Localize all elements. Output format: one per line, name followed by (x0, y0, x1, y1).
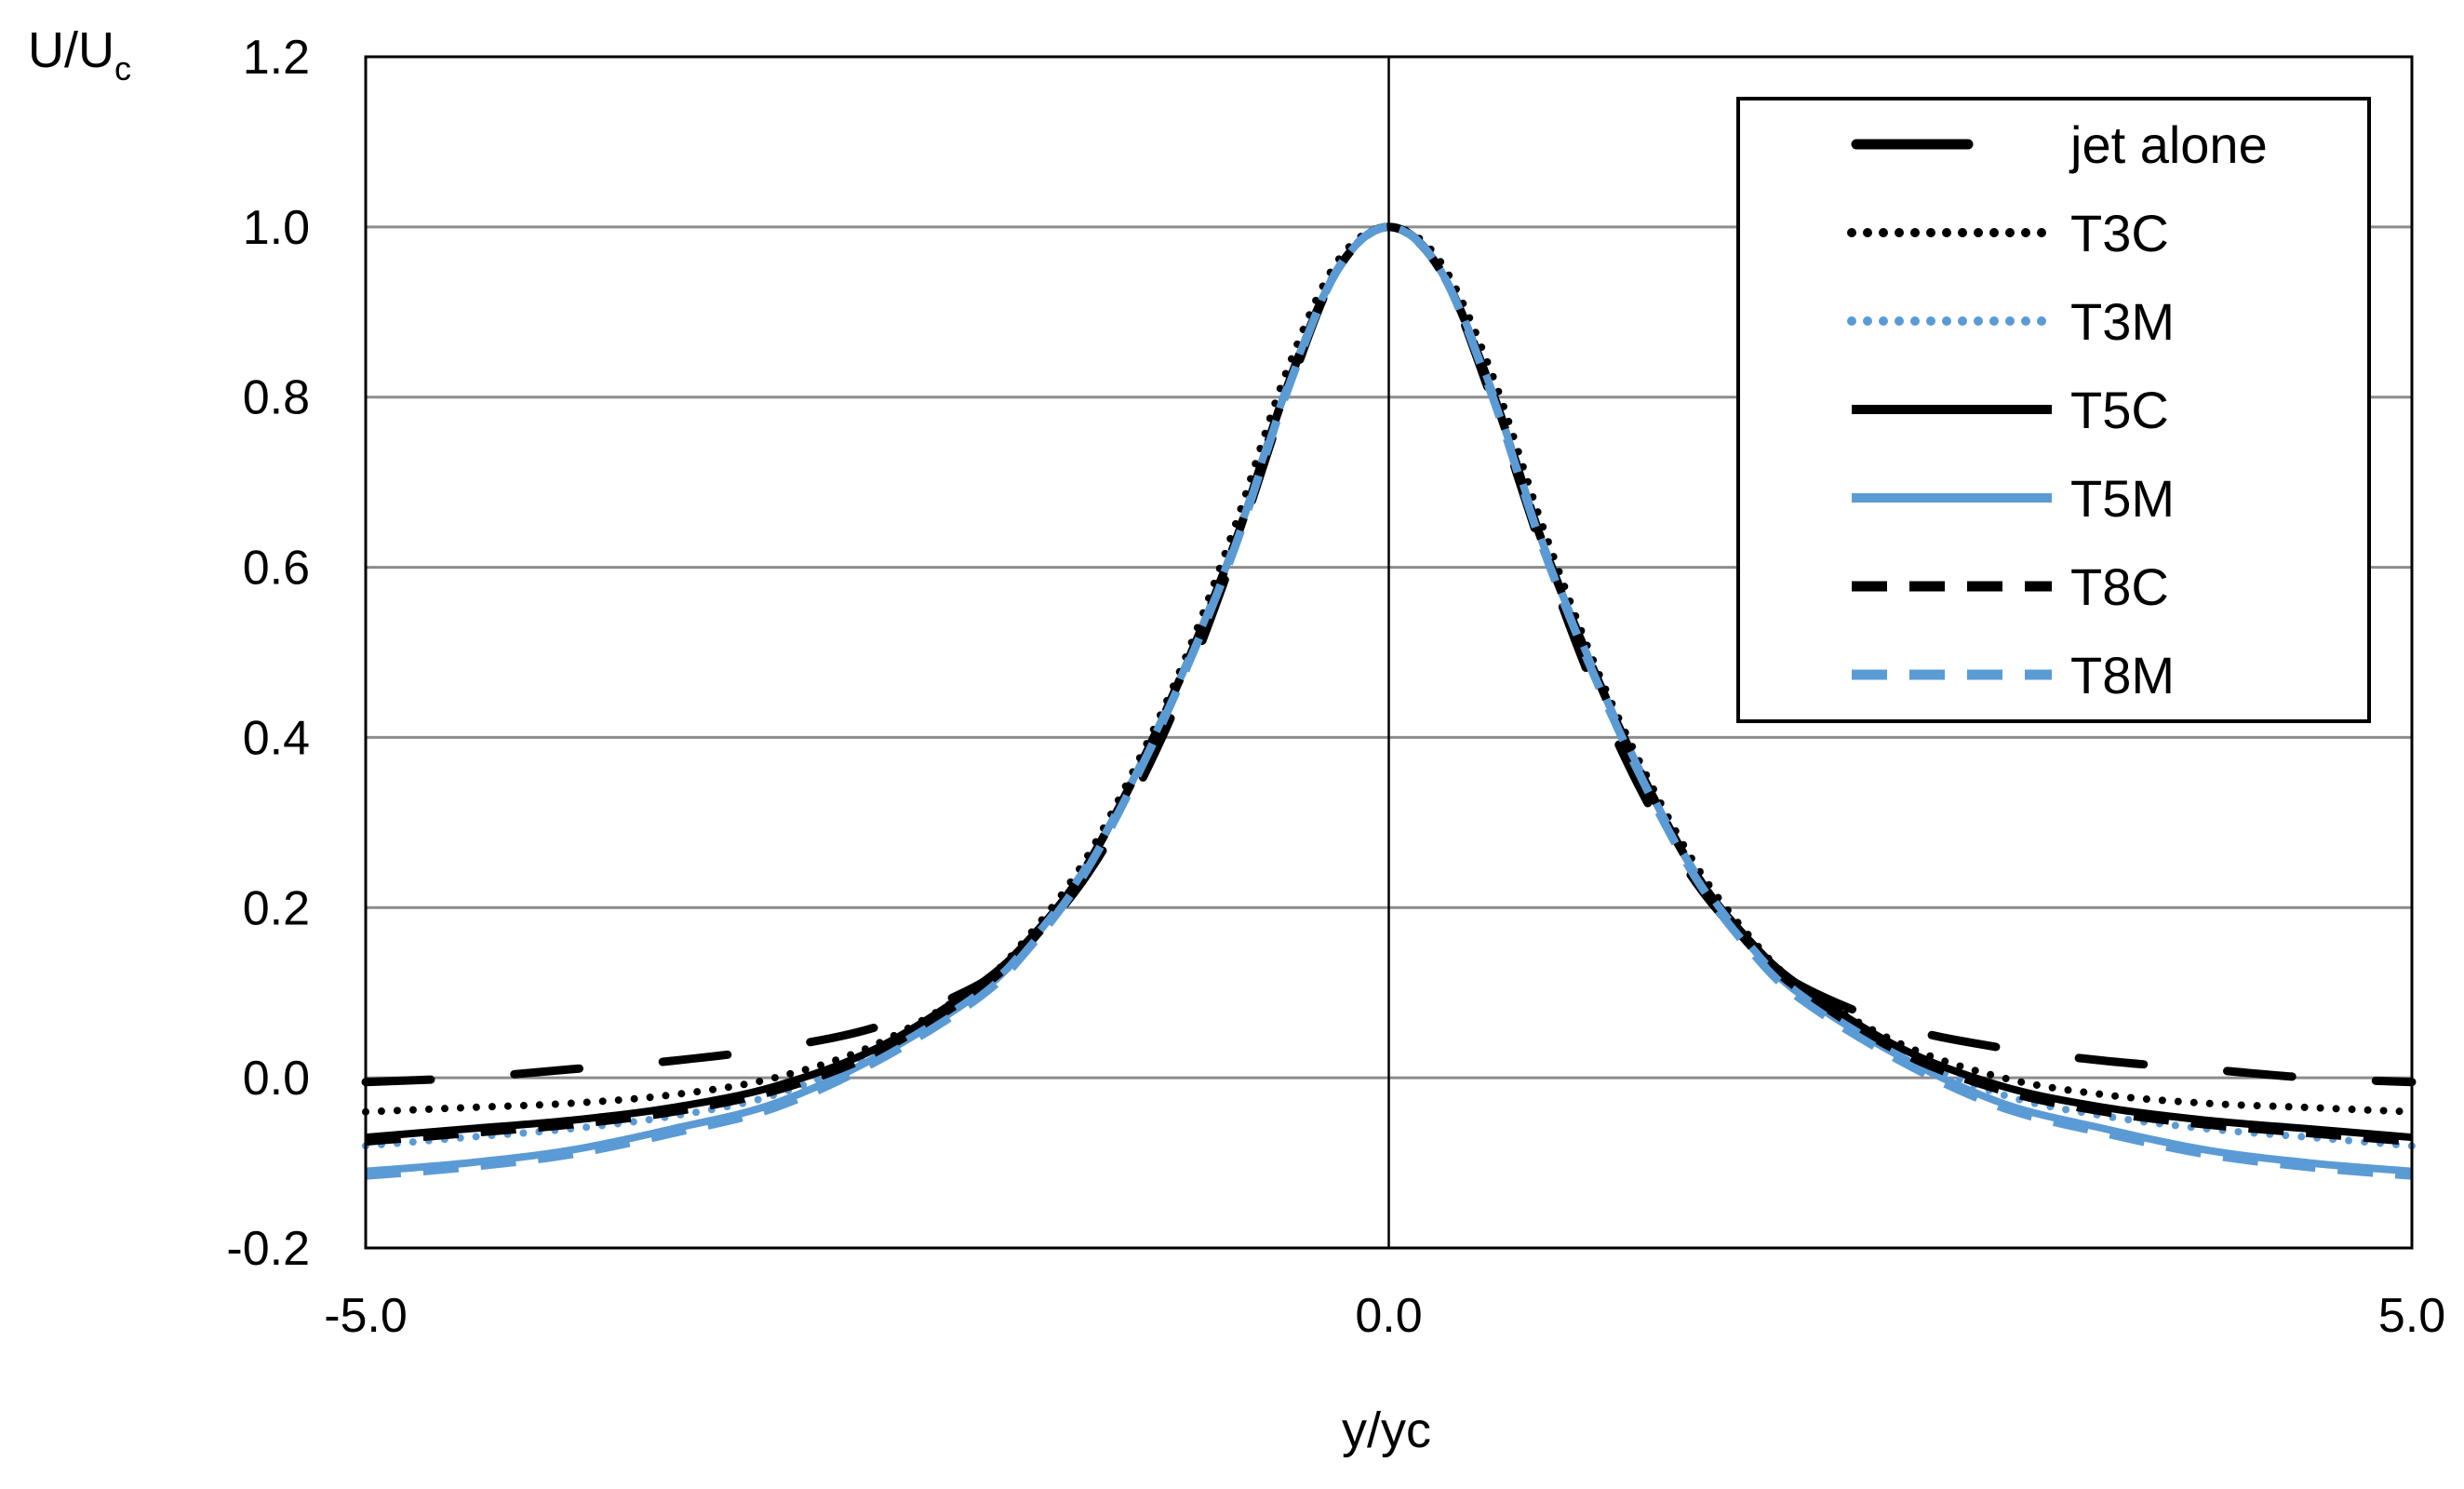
legend-item: T5C (1852, 381, 2169, 439)
y-tick-label: 0.6 (243, 542, 310, 596)
x-axis-label: y/yc (1342, 1402, 1431, 1458)
y-tick-label: 0.2 (243, 881, 310, 935)
legend-label: T8C (2070, 557, 2169, 616)
y-axis-label-sub: c (114, 49, 131, 87)
legend-label: jet alone (2069, 115, 2268, 174)
legend-item: T5M (1852, 469, 2175, 528)
x-tick-label: 0.0 (1355, 1289, 1422, 1343)
x-tick-label: 5.0 (2378, 1289, 2445, 1343)
legend-label: T3M (2070, 292, 2175, 351)
y-tick-labels: -0.2 0.0 0.2 0.4 0.6 0.8 1.0 1.2 (226, 31, 310, 1276)
y-axis-label: U/Uc (28, 22, 131, 87)
plot-area-border (364, 55, 2414, 1250)
series-line-t8c (365, 222, 2413, 1147)
y-tick-label: 0.8 (243, 371, 310, 425)
x-tick-label: -5.0 (324, 1289, 408, 1343)
x-tick-labels: -5.0 0.0 5.0 (324, 1289, 2445, 1343)
legend-item: T8C (1852, 557, 2169, 616)
legend-item: T3C (1847, 204, 2169, 262)
series-lines (361, 222, 2417, 1180)
y-tick-label: -0.2 (226, 1222, 310, 1276)
series-line-t8m (365, 222, 2413, 1180)
legend-label: T8M (2070, 646, 2175, 704)
legend-label: T5C (2070, 381, 2169, 439)
legend-item: jet alone (1851, 115, 2268, 174)
legend-label: T5M (2070, 469, 2175, 528)
legend: jet alone T3C T3M T5C T5M T8C T8M (1736, 97, 2371, 723)
y-tick-label: 0.4 (243, 711, 310, 765)
legend-item: T3M (1847, 292, 2175, 351)
y-tick-label: 1.2 (243, 31, 310, 85)
legend-item: T8M (1852, 646, 2175, 704)
y-tick-label: 0.0 (243, 1052, 310, 1106)
legend-label: T3C (2070, 204, 2169, 262)
y-tick-label: 1.0 (243, 201, 310, 255)
y-axis-label-main: U/U (28, 22, 114, 78)
legend-box (1736, 97, 2371, 723)
